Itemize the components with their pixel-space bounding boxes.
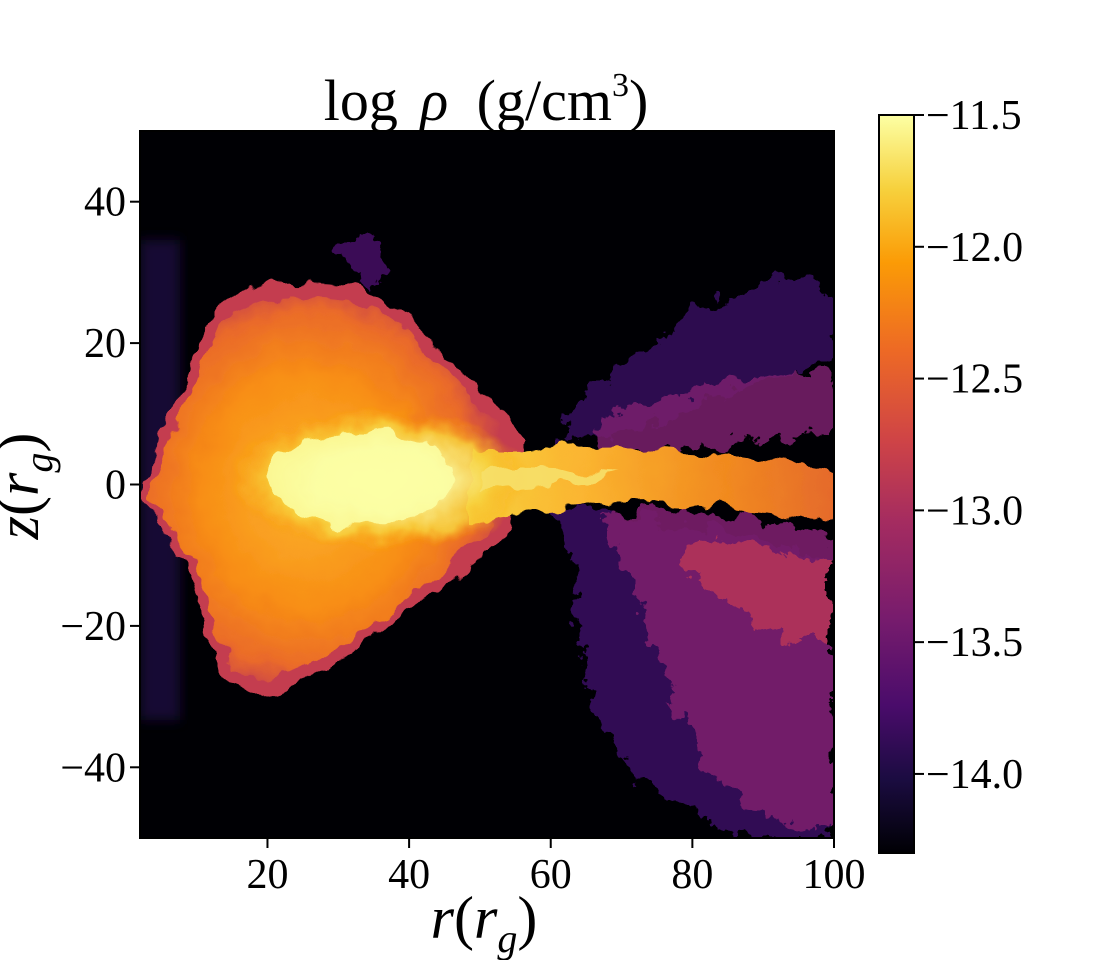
colorbar-axis: −11.5 −12.0 −12.5 −13.0 −13.5 −14.0 — [914, 93, 1023, 798]
y-tick-label: 40 — [84, 180, 126, 226]
heatmap-area — [140, 131, 834, 838]
x-tick-label: 60 — [530, 852, 572, 898]
colorbar-tick-label: −14.0 — [926, 752, 1023, 798]
x-tick-label: 100 — [803, 852, 866, 898]
x-axis: 20 40 60 80 100 — [246, 838, 866, 898]
x-axis-title: r(rg) — [431, 885, 538, 960]
x-tick-label: 20 — [246, 852, 288, 898]
colorbar — [878, 114, 915, 854]
colorbar-tick-label: −13.0 — [926, 488, 1023, 534]
heatmap-core — [230, 410, 530, 550]
y-tick-label: −20 — [60, 604, 126, 650]
colorbar-tick-label: −11.5 — [926, 93, 1022, 139]
heatmap-filaments-mid — [590, 370, 834, 830]
heatmap-plume-streak — [480, 467, 620, 492]
x-tick-label: 80 — [671, 852, 713, 898]
heatmap-plume — [470, 446, 834, 520]
y-tick-label: 20 — [84, 321, 126, 367]
colorbar-tick-label: −13.5 — [926, 620, 1023, 666]
colorbar-tick-label: −12.5 — [926, 357, 1023, 403]
y-tick-label: 0 — [105, 463, 126, 509]
colorbar-tick-label: −12.0 — [926, 225, 1023, 271]
y-axis: 40 20 0 −20 −40 — [60, 180, 140, 791]
x-tick-label: 40 — [388, 852, 430, 898]
y-tick-label: −40 — [60, 745, 126, 791]
chart-title: log ρ (g/cm3) — [324, 67, 649, 133]
y-axis-title: z(rg) — [0, 433, 61, 541]
